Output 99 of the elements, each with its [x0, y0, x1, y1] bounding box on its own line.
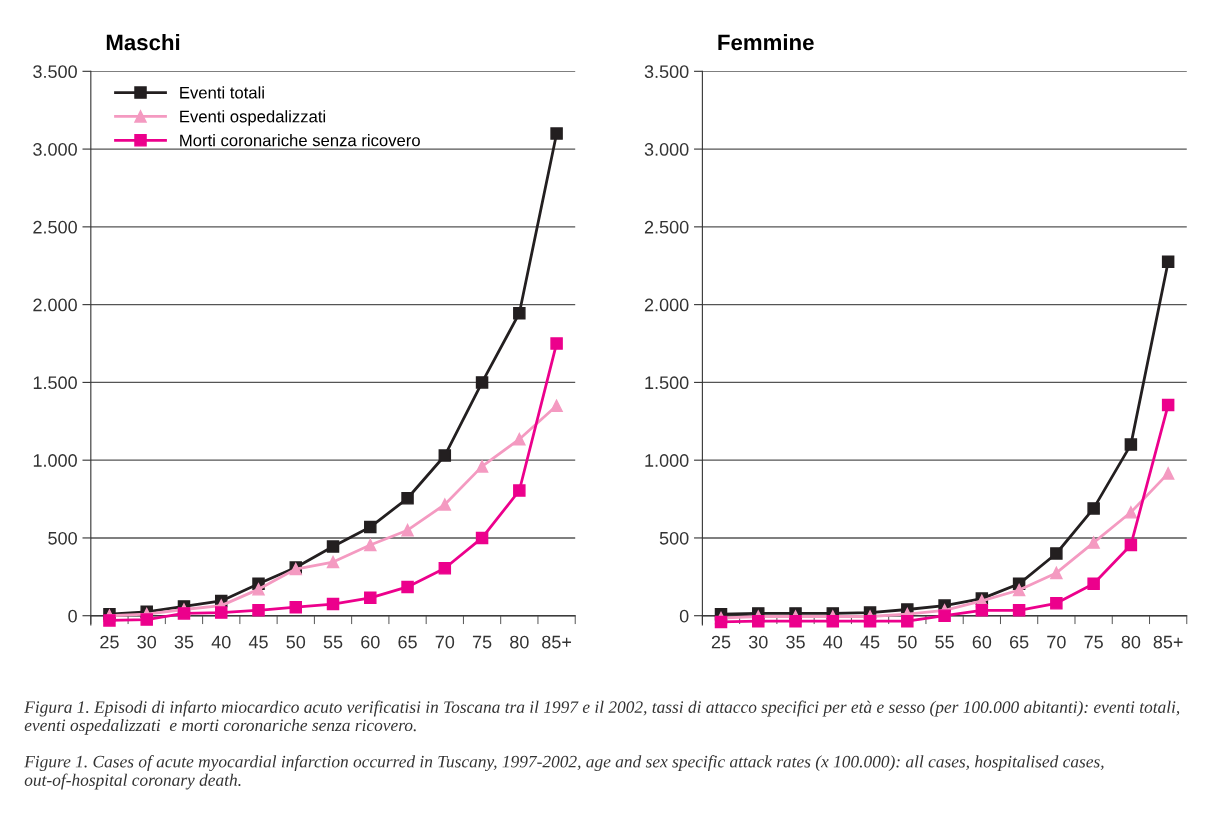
point [364, 520, 377, 534]
x-tick-label: 75 [1084, 635, 1103, 649]
y-tick-label: 2.500 [644, 220, 689, 234]
point [364, 591, 377, 605]
point [513, 432, 526, 446]
legend-label: Eventi totali [180, 86, 264, 99]
x-tick-label: 40 [823, 635, 843, 649]
point [513, 484, 526, 497]
point [1161, 398, 1175, 412]
point [326, 555, 340, 569]
legend-label: Eventi ospedalizzati [180, 110, 326, 126]
x-tick-label: 45 [248, 635, 268, 649]
x-tick-label: 65 [1009, 635, 1029, 649]
x-tick-label: 55 [323, 635, 343, 649]
point [1087, 577, 1100, 591]
point [1012, 583, 1026, 597]
y-tick-label: 3.000 [644, 143, 689, 156]
x-tick-label: 45 [860, 635, 880, 649]
x-tick-label: 30 [748, 635, 768, 649]
point [401, 492, 414, 505]
y-tick-label: 1.500 [645, 376, 689, 390]
point [326, 540, 340, 553]
point [1124, 506, 1138, 519]
x-tick-label: 65 [398, 635, 417, 649]
x-tick-label: 35 [174, 635, 194, 649]
y-tick-label: 1.500 [33, 376, 77, 390]
y-tick-label: 500 [48, 531, 77, 545]
y-tick-label: 3.000 [33, 143, 77, 156]
y-tick-label: 2.000 [33, 298, 77, 312]
point [475, 460, 489, 473]
point [550, 337, 563, 350]
point [901, 614, 914, 628]
point [1124, 438, 1138, 451]
point [401, 580, 414, 594]
point [975, 604, 989, 617]
point [326, 597, 340, 611]
caption: Figure 1. Cases of acute myocardial infarction occurred in Tuscany, 1997-2002, age and sex specific attack rates (x 100.000): all cases, hospitalised cases, out-of-hospital coronary death. [24, 755, 1104, 790]
point [438, 498, 452, 511]
text: Figura 1. Episodi di infarto miocardico acuto verificatisi in Toscana tra il 1997 e il 2002, tassi di attacco specifici per età e sesso (per 100.000 abitanti): eventi totali, eventi ospedalizzati e morti coronariche senza ricovero. [24, 700, 1180, 735]
point [826, 614, 840, 628]
point [289, 600, 303, 614]
chart-title: Femmine [718, 33, 814, 51]
point [1050, 566, 1063, 580]
x-tick-label: 25 [711, 635, 731, 649]
point [789, 614, 802, 628]
point [438, 562, 452, 575]
x-tick-label: 75 [472, 635, 492, 649]
point [252, 583, 265, 596]
y-tick-label: 3.500 [644, 65, 689, 79]
point [103, 614, 116, 627]
point [1087, 502, 1100, 515]
point [252, 604, 265, 617]
point [364, 538, 377, 552]
x-tick-label: 60 [361, 635, 380, 649]
y-tick-label: 3.500 [33, 65, 77, 79]
y-tick-label: 500 [659, 531, 689, 545]
x-tick-label: 80 [510, 635, 529, 649]
chart-title: Maschi [106, 33, 180, 51]
point [752, 614, 765, 628]
point [475, 376, 489, 389]
point [214, 606, 228, 619]
x-tick-label: 60 [972, 635, 992, 649]
x-tick-label: 40 [211, 635, 231, 649]
point [550, 127, 563, 140]
y-tick-label: 0 [679, 609, 689, 623]
x-tick-label: 55 [935, 635, 954, 649]
point [1050, 597, 1063, 610]
point [177, 607, 191, 620]
point [401, 523, 414, 537]
y-tick-label: 2.000 [644, 298, 689, 312]
point [1161, 467, 1175, 480]
point [1124, 538, 1138, 552]
point [714, 615, 728, 629]
x-tick-label: 50 [286, 635, 306, 649]
x-tick-label: 35 [786, 635, 805, 649]
y-tick-label: 0 [68, 609, 77, 623]
point [863, 614, 877, 628]
x-tick-label: 85+ [1153, 635, 1183, 649]
x-tick-label: 85+ [542, 635, 572, 649]
point [438, 449, 452, 462]
point [938, 609, 951, 622]
x-tick-label: 70 [1047, 635, 1066, 649]
x-tick-label: 50 [898, 635, 917, 649]
point [1161, 255, 1175, 269]
x-tick-label: 25 [100, 635, 119, 649]
point [140, 613, 153, 626]
point [1012, 604, 1026, 617]
x-tick-label: 30 [137, 635, 157, 649]
x-tick-label: 70 [435, 635, 455, 649]
point [513, 306, 526, 320]
y-tick-label: 1.000 [645, 454, 689, 467]
x-tick-label: 80 [1121, 635, 1141, 649]
point [1050, 547, 1063, 560]
point [475, 531, 489, 545]
legend-label: Morti coronariche senza ricovero [180, 134, 420, 147]
y-tick-label: 2.500 [33, 220, 77, 234]
point [1087, 536, 1100, 549]
y-tick-label: 1.000 [33, 454, 77, 467]
point [550, 399, 563, 412]
